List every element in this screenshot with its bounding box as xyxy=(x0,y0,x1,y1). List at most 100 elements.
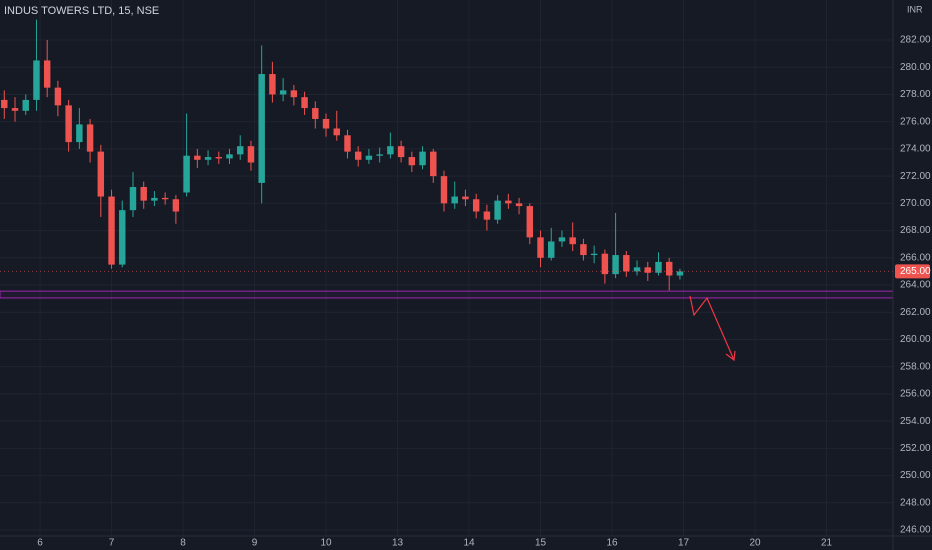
x-tick-label: 14 xyxy=(463,538,475,549)
candle-body xyxy=(387,146,394,155)
y-tick-label: 270.00 xyxy=(900,198,931,209)
candle-body xyxy=(548,241,555,258)
support-zone xyxy=(0,290,894,299)
y-tick-label: 258.00 xyxy=(900,361,931,372)
candle-body xyxy=(590,253,598,256)
y-tick-label: 264.00 xyxy=(900,280,931,291)
y-tick-label: 246.00 xyxy=(900,525,931,536)
candle-body xyxy=(33,60,40,100)
candle-body xyxy=(569,237,576,245)
candle-body xyxy=(601,253,609,275)
candle-body xyxy=(633,267,641,272)
candle-body xyxy=(483,211,491,220)
candle-body xyxy=(161,197,169,200)
candle-body xyxy=(312,108,319,119)
candle-body xyxy=(397,146,405,158)
candle-body xyxy=(655,261,662,273)
candle-body xyxy=(451,196,458,204)
x-tick-label: 17 xyxy=(678,538,690,549)
arrow-drawing xyxy=(689,295,735,361)
candle-body xyxy=(580,244,587,256)
y-tick-label: 250.00 xyxy=(900,470,931,481)
candle-body xyxy=(333,128,340,136)
last-price-label: 265.00 xyxy=(900,266,931,277)
arrow-head xyxy=(725,350,736,362)
candle-body xyxy=(43,60,51,88)
x-tick-label: 10 xyxy=(320,538,332,549)
x-tick-label: 9 xyxy=(252,538,258,549)
candle-body xyxy=(172,199,180,212)
candle-body xyxy=(462,196,469,200)
y-tick-label: 282.00 xyxy=(900,35,931,46)
candle-body xyxy=(129,187,137,211)
y-tick-label: 254.00 xyxy=(900,416,931,427)
candle-body xyxy=(354,151,362,160)
candle-body xyxy=(408,157,416,166)
candle-body xyxy=(140,187,147,201)
candle-body xyxy=(279,90,287,95)
y-tick-label: 276.00 xyxy=(900,116,931,127)
candle-body xyxy=(11,108,19,111)
candle-body xyxy=(494,200,501,220)
candle-body xyxy=(623,255,630,272)
candle-body xyxy=(108,196,115,265)
candle-body xyxy=(344,135,351,152)
candle-body xyxy=(558,237,566,242)
x-tick-label: 21 xyxy=(821,538,833,549)
candle-body xyxy=(440,176,448,204)
x-tick-label: 15 xyxy=(535,538,547,549)
x-tick-label: 20 xyxy=(749,538,761,549)
candle-body xyxy=(226,154,233,159)
candle-body xyxy=(194,155,201,160)
candle-body xyxy=(526,206,534,238)
chart-title: INDUS TOWERS LTD, 15, NSE xyxy=(4,5,159,17)
candle-body xyxy=(86,124,94,152)
candle-body xyxy=(183,155,190,193)
candle-body xyxy=(676,271,684,276)
axes: 246.00 248.00 250.00 252.00 254.00 256.00 258.… xyxy=(37,35,931,549)
x-tick-label: 13 xyxy=(392,538,404,549)
y-tick-label: 266.00 xyxy=(900,252,931,263)
candle-body xyxy=(269,74,276,95)
candle-body xyxy=(204,157,212,160)
candle-body xyxy=(237,146,244,155)
y-tick-label: 274.00 xyxy=(900,144,931,155)
x-tick-label: 6 xyxy=(37,538,43,549)
candle-body xyxy=(1,99,8,109)
y-tick-label: 260.00 xyxy=(900,334,931,345)
y-tick-label: 268.00 xyxy=(900,225,931,236)
y-tick-label: 278.00 xyxy=(900,89,931,100)
candle-body xyxy=(612,255,619,275)
candle-body xyxy=(22,99,29,111)
candle-body xyxy=(376,154,383,156)
candle-body xyxy=(97,151,105,197)
candle-body xyxy=(472,199,480,212)
candle-body xyxy=(322,118,330,129)
candle-body xyxy=(215,157,222,159)
y-tick-label: 262.00 xyxy=(900,307,931,318)
y-tick-label: 248.00 xyxy=(900,497,931,508)
candle-body xyxy=(247,146,255,163)
candle-body xyxy=(665,261,673,276)
x-tick-label: 8 xyxy=(180,538,186,549)
candle-body xyxy=(76,124,83,143)
candle-body xyxy=(430,151,437,177)
currency-label: INR xyxy=(907,4,923,14)
y-tick-label: 280.00 xyxy=(900,62,931,73)
y-tick-label: 252.00 xyxy=(900,443,931,454)
candle-body xyxy=(644,267,651,273)
candle-body xyxy=(290,90,298,98)
candle-body xyxy=(419,151,426,166)
candle-body xyxy=(365,155,373,160)
candle-body xyxy=(258,74,265,183)
last-price-tag xyxy=(895,264,930,279)
candle-body xyxy=(119,210,126,265)
candle-body xyxy=(515,203,523,207)
x-tick-label: 16 xyxy=(606,538,618,549)
candle-body xyxy=(54,87,62,106)
x-tick-label: 7 xyxy=(109,538,115,549)
candle-body xyxy=(537,237,544,258)
candle-body xyxy=(151,197,158,201)
